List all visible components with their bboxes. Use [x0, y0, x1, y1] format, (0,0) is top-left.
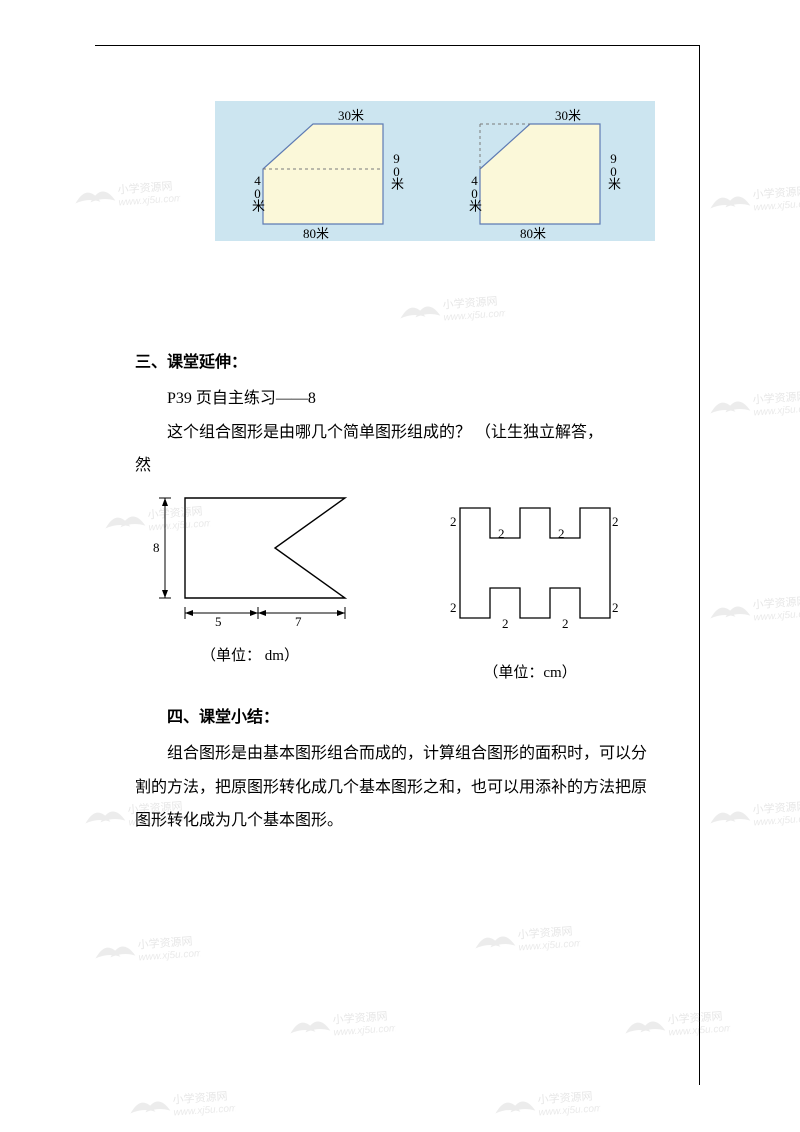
svg-text:www.xj5u.com: www.xj5u.com [753, 608, 800, 623]
page-frame: 30米 40米 90米 80米 30米 40米 90米 80米 [95, 45, 700, 1085]
watermark-icon: 小学资源网www.xj5u.com [704, 381, 800, 429]
section3-line1: P39 页自主练习——8 [135, 382, 655, 416]
flag-unit-caption: （单位： dm） [145, 644, 355, 665]
svg-text:小学资源网: 小学资源网 [752, 799, 800, 817]
dim-bottom-left: 80米 [303, 223, 329, 242]
dim-top-left: 30米 [338, 105, 364, 124]
dim-right-left: 90米 [387, 151, 406, 188]
section-3: 三、课堂延伸： P39 页自主练习——8 这个组合图形是由哪几个简单图形组成的？… [135, 336, 655, 688]
cross-l2: 2 [498, 526, 505, 542]
svg-text:www.xj5u.com: www.xj5u.com [538, 1103, 601, 1118]
watermark-icon: 小学资源网www.xj5u.com [704, 791, 800, 839]
svg-text:www.xj5u.com: www.xj5u.com [753, 403, 800, 418]
diagram-panel: 30米 40米 90米 80米 30米 40米 90米 80米 [215, 101, 655, 241]
watermark-icon: 小学资源网www.xj5u.com [124, 1081, 237, 1129]
watermark-icon: 小学资源网www.xj5u.com [704, 176, 800, 224]
dim-left-right: 40米 [465, 173, 484, 210]
dim-left-left: 40米 [248, 173, 267, 210]
cross-l6: 2 [502, 616, 509, 632]
flag-bl-label: 5 [215, 614, 222, 630]
watermark-icon: 小学资源网www.xj5u.com [489, 1081, 602, 1129]
section3-line2: 这个组合图形是由哪几个简单图形组成的？ （让生独立解答， [135, 416, 655, 450]
section-4: 四、课堂小结： 组合图形是由基本图形组合而成的，计算组合图形的面积时，可以分割的… [135, 691, 655, 838]
cross-figure: 2 2 2 2 2 2 2 2 （单位：cm） [420, 488, 640, 682]
flag-svg [145, 488, 355, 633]
svg-text:小学资源网: 小学资源网 [752, 389, 800, 407]
section4-para: 组合图形是由基本图形组合而成的，计算组合图形的面积时，可以分割的方法，把原图形转… [135, 737, 655, 838]
pentagon-shape-right: 30米 40米 90米 80米 [460, 109, 630, 239]
flag-height-label: 8 [153, 540, 160, 556]
cross-l3: 2 [558, 526, 565, 542]
svg-text:小学资源网: 小学资源网 [537, 1089, 593, 1107]
figure-row: 8 5 7 （单位： dm） 2 2 2 2 2 2 [135, 488, 655, 688]
cross-l8: 2 [612, 600, 619, 616]
cross-l1: 2 [450, 514, 457, 530]
cross-l7: 2 [562, 616, 569, 632]
svg-text:www.xj5u.com: www.xj5u.com [753, 813, 800, 828]
pentagon-shape-left: 30米 40米 90米 80米 [243, 109, 413, 239]
cross-l5: 2 [450, 600, 457, 616]
svg-text:小学资源网: 小学资源网 [752, 184, 800, 202]
section4-heading: 四、课堂小结： [135, 703, 655, 727]
flag-figure: 8 5 7 （单位： dm） [145, 488, 355, 665]
svg-text:小学资源网: 小学资源网 [172, 1089, 228, 1107]
svg-text:小学资源网: 小学资源网 [752, 594, 800, 612]
svg-text:www.xj5u.com: www.xj5u.com [753, 198, 800, 213]
section3-heading: 三、课堂延伸： [135, 348, 655, 372]
svg-text:www.xj5u.com: www.xj5u.com [173, 1103, 236, 1118]
dim-bottom-right: 80米 [520, 223, 546, 242]
dim-right-right: 90米 [604, 151, 623, 188]
section3-line3: 然 [135, 449, 655, 483]
cross-l4: 2 [612, 514, 619, 530]
dim-top-right: 30米 [555, 105, 581, 124]
flag-br-label: 7 [295, 614, 302, 630]
cross-unit-caption: （单位：cm） [420, 661, 640, 682]
watermark-icon: 小学资源网www.xj5u.com [704, 586, 800, 634]
